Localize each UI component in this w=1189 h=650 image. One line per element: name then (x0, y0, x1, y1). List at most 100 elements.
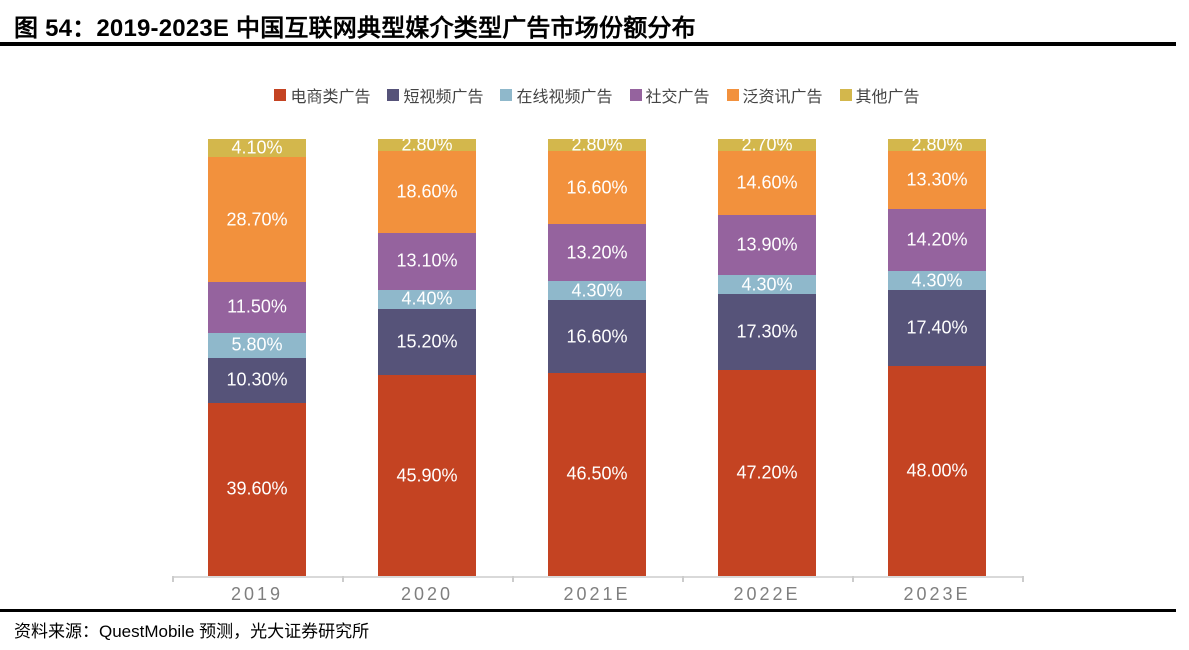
segment-value-label: 5.80% (231, 334, 283, 355)
legend-swatch-icon (500, 89, 513, 101)
bar-segment: 4.40% (378, 288, 476, 309)
segment-value-label: 18.60% (396, 181, 458, 202)
bar-segment: 14.60% (718, 150, 816, 215)
bar-segment: 17.30% (718, 294, 816, 370)
segment-value-label: 2.70% (741, 134, 793, 155)
x-axis-label: 2022E (733, 584, 801, 604)
segment-value-label: 4.30% (571, 280, 623, 301)
bar-segment: 11.50% (208, 282, 306, 333)
stacked-bar-plot: 39.60% 10.30% 5.80% 11.50% 28.70% 4.10% 45.90%… (172, 134, 1022, 576)
segment-value-label: 4.40% (401, 288, 453, 309)
segment-value-label: 14.20% (906, 229, 968, 250)
bar-segment: 2.80% (888, 135, 986, 155)
legend-swatch-icon (274, 89, 287, 101)
legend-label: 在线视频广告 (516, 89, 613, 106)
legend-swatch-icon (839, 89, 852, 101)
x-axis-tick (342, 576, 344, 582)
x-axis-tick (172, 576, 174, 582)
x-axis-tick (682, 576, 684, 582)
bar-segment: 39.60% (208, 402, 306, 576)
bar-segment: 2.70% (718, 134, 816, 154)
legend-swatch-icon (387, 89, 400, 101)
x-axis-line (172, 576, 1023, 578)
legend-label: 短视频广告 (403, 89, 484, 106)
segment-value-label: 17.30% (736, 321, 798, 342)
segment-value-label: 47.20% (736, 462, 798, 483)
legend-item: 泛资讯广告 (726, 83, 823, 107)
title-divider-line (0, 42, 1176, 46)
x-axis-label: 2023E (903, 584, 971, 604)
bar-segment: 4.10% (208, 137, 306, 158)
stacked-bar: 46.50% 16.60% 4.30% 13.20% 16.60% 2.80% (548, 135, 646, 576)
bar-segment: 47.20% (718, 369, 816, 576)
bar-column-2023e: 48.00% 17.40% 4.30% 14.20% 13.30% 2.80% (852, 135, 1022, 576)
legend-label: 社交广告 (645, 89, 710, 106)
bar-segment: 2.80% (548, 135, 646, 155)
x-axis-tick (512, 576, 514, 582)
x-axis-label: 2020 (400, 584, 454, 604)
legend-item: 在线视频广告 (500, 83, 613, 107)
bar-segment: 16.60% (548, 300, 646, 373)
bar-segment: 28.70% (208, 156, 306, 283)
segment-value-label: 48.00% (906, 460, 968, 481)
legend-swatch-icon (629, 89, 642, 101)
stacked-bar: 45.90% 15.20% 4.40% 13.10% 18.60% 2.80% (378, 135, 476, 576)
bar-segment: 45.90% (378, 375, 476, 576)
bar-segment: 48.00% (888, 366, 986, 576)
segment-value-label: 10.30% (226, 369, 288, 390)
bar-segment: 5.80% (208, 332, 306, 358)
segment-value-label: 2.80% (571, 134, 623, 155)
bar-segment: 10.30% (208, 357, 306, 403)
segment-value-label: 15.20% (396, 331, 458, 352)
legend-swatch-icon (726, 89, 739, 101)
x-axis-label: 2019 (230, 584, 284, 604)
x-axis-tick (1022, 576, 1024, 582)
segment-value-label: 2.80% (401, 134, 453, 155)
figure-title: 图 54：2019-2023E 中国互联网典型媒介类型广告市场份额分布 (14, 15, 696, 42)
segment-value-label: 4.30% (911, 270, 963, 291)
segment-value-label: 13.90% (736, 234, 798, 255)
bar-segment: 2.80% (378, 135, 476, 155)
segment-value-label: 13.20% (566, 242, 628, 263)
x-axis-label: 2021E (563, 584, 631, 604)
legend-label: 其他广告 (855, 89, 920, 106)
bar-segment: 13.90% (718, 214, 816, 276)
bar-segment: 4.30% (548, 280, 646, 301)
bar-segment: 46.50% (548, 372, 646, 576)
chart-legend: 电商类广告 短视频广告 在线视频广告 社交广告 泛资讯广告 其他广告 (172, 84, 1022, 106)
segment-value-label: 13.30% (906, 169, 968, 190)
segment-value-label: 13.10% (396, 250, 458, 271)
segment-value-label: 4.10% (231, 137, 283, 158)
bar-segment: 13.30% (888, 151, 986, 210)
segment-value-label: 28.70% (226, 209, 288, 230)
bar-segment: 18.60% (378, 151, 476, 233)
segment-value-label: 17.40% (906, 317, 968, 338)
bar-column-2020: 45.90% 15.20% 4.40% 13.10% 18.60% 2.80% (342, 135, 512, 576)
bar-segment: 13.10% (378, 232, 476, 290)
bar-column-2021e: 46.50% 16.60% 4.30% 13.20% 16.60% 2.80% (512, 135, 682, 576)
segment-value-label: 14.60% (736, 172, 798, 193)
bar-segment: 4.30% (718, 274, 816, 295)
x-axis-tick (852, 576, 854, 582)
segment-value-label: 16.60% (566, 326, 628, 347)
x-axis-labels: 2019 2020 2021E 2022E 2023E (172, 584, 1022, 605)
legend-item: 短视频广告 (387, 83, 483, 107)
stacked-bar: 47.20% 17.30% 4.30% 13.90% 14.60% 2.70% (718, 134, 816, 576)
legend-item: 其他广告 (839, 83, 920, 107)
stacked-bar: 39.60% 10.30% 5.80% 11.50% 28.70% 4.10% (208, 137, 306, 576)
source-note: 资料来源：QuestMobile 预测，光大证券研究所 (14, 622, 370, 641)
segment-value-label: 46.50% (566, 463, 628, 484)
bar-segment: 16.60% (548, 151, 646, 224)
bar-column-2022e: 47.20% 17.30% 4.30% 13.90% 14.60% 2.70% (682, 134, 852, 576)
bar-segment: 17.40% (888, 290, 986, 367)
bar-column-2019: 39.60% 10.30% 5.80% 11.50% 28.70% 4.10% (172, 137, 342, 576)
legend-label: 电商类广告 (290, 89, 371, 106)
legend-item: 电商类广告 (274, 83, 370, 107)
segment-value-label: 11.50% (227, 296, 287, 317)
bar-segment: 14.20% (888, 209, 986, 272)
legend-label: 泛资讯广告 (742, 89, 823, 106)
segment-value-label: 39.60% (226, 478, 288, 499)
segment-value-label: 4.30% (741, 274, 793, 295)
segment-value-label: 45.90% (396, 465, 458, 486)
stacked-bar: 48.00% 17.40% 4.30% 14.20% 13.30% 2.80% (888, 135, 986, 576)
